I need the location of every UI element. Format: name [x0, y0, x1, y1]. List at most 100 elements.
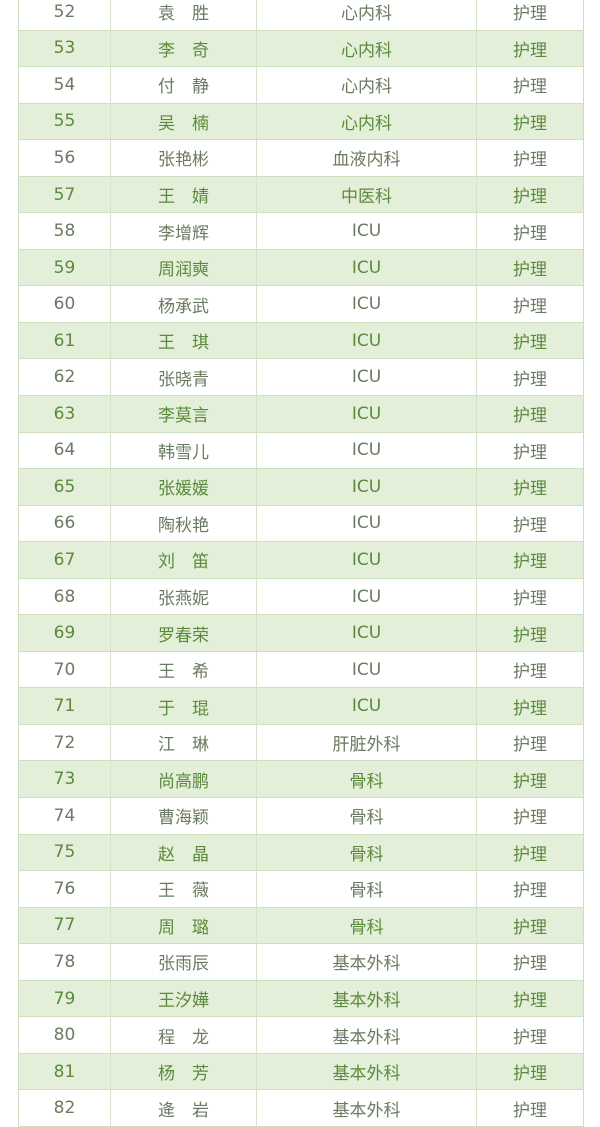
staff-name: 张媛媛 [111, 469, 257, 505]
role: 护理 [513, 552, 547, 573]
department: 肝脏外科 [257, 724, 477, 761]
department: ICU [257, 615, 477, 651]
table-row: 58 李增辉 ICU 护理 [19, 213, 583, 250]
role: 护理 [513, 296, 547, 317]
row-number: 73 [19, 761, 111, 798]
department: 心内科 [257, 67, 477, 103]
table-row: 75 赵 晶骨科 护理 [19, 834, 583, 872]
department: 基本外科 [257, 944, 477, 980]
department: ICU [257, 469, 477, 505]
department: 骨科 [257, 798, 477, 834]
staff-name: 张艳彬 [111, 140, 257, 176]
row-number: 82 [19, 1090, 111, 1126]
staff-name: 韩雪儿 [111, 432, 257, 469]
row-number: 55 [19, 103, 111, 140]
staff-name: 杨承武 [111, 286, 257, 322]
row-number: 75 [19, 834, 111, 871]
role: 护理 [513, 917, 547, 938]
staff-name: 程 龙 [111, 1017, 257, 1053]
staff-name: 李 奇 [111, 30, 257, 67]
row-number: 59 [19, 249, 111, 286]
department: 基本外科 [257, 1053, 477, 1090]
table-row: 66 陶秋艳 ICU 护理 [19, 505, 583, 543]
table-row: 55 吴 楠心内科 护理 [19, 103, 583, 141]
role: 护理 [513, 1100, 547, 1121]
table-row: 79 王汐嬅 基本外科 护理 [19, 980, 583, 1018]
staff-name: 于 琨 [111, 688, 257, 724]
department: 骨科 [257, 871, 477, 907]
row-number: 71 [19, 688, 111, 724]
department: ICU [257, 213, 477, 249]
department: ICU [257, 651, 477, 688]
staff-name: 刘 笛 [111, 542, 257, 578]
department: 心内科 [257, 0, 477, 30]
row-number: 80 [19, 1017, 111, 1053]
role: 护理 [513, 40, 547, 61]
staff-name: 周润奭 [111, 249, 257, 286]
staff-name: 杨 芳 [111, 1053, 257, 1090]
table-row: 77 周 璐骨科 护理 [19, 907, 583, 945]
department: ICU [257, 322, 477, 359]
row-number: 64 [19, 432, 111, 469]
department: ICU [257, 688, 477, 724]
department: 骨科 [257, 834, 477, 871]
staff-name: 尚高鹏 [111, 761, 257, 798]
table-row: 56 张艳彬 血液内科 护理 [19, 140, 583, 177]
row-number: 66 [19, 505, 111, 542]
department: ICU [257, 505, 477, 542]
role: 护理 [513, 406, 547, 427]
department: 心内科 [257, 103, 477, 140]
role: 护理 [513, 187, 547, 207]
row-number: 76 [19, 871, 111, 907]
table-row: 72 江 琳肝脏外科 护理 [19, 724, 583, 762]
table-row: 81 杨 芳基本外科 护理 [19, 1053, 583, 1091]
table-row: 63 李莫言 ICU 护理 [19, 396, 583, 433]
row-number: 57 [19, 176, 111, 213]
table-row: 69 罗春荣 ICU 护理 [19, 615, 583, 652]
row-number: 58 [19, 213, 111, 249]
row-number: 65 [19, 469, 111, 505]
role: 护理 [513, 771, 547, 792]
role: 护理 [513, 442, 547, 463]
role: 护理 [513, 698, 547, 719]
row-number: 74 [19, 798, 111, 834]
role: 护理 [513, 369, 547, 390]
role: 护理 [513, 991, 547, 1012]
staff-name: 逄 岩 [111, 1090, 257, 1126]
department: 基本外科 [257, 1017, 477, 1053]
row-number: 56 [19, 140, 111, 176]
staff-name: 王 琪 [111, 322, 257, 359]
department: 中医科 [257, 176, 477, 213]
table-row: 70 王 希 ICU 护理 [19, 651, 583, 689]
department: 血液内科 [257, 140, 477, 176]
department: 基本外科 [257, 980, 477, 1017]
staff-name: 王 婧 [111, 176, 257, 213]
department: ICU [257, 578, 477, 615]
table-row: 64 韩雪儿 ICU 护理 [19, 432, 583, 470]
role: 护理 [513, 844, 547, 865]
table-row: 54 付 静心内科 护理 [19, 67, 583, 104]
staff-name: 曹海颖 [111, 798, 257, 834]
role: 护理 [513, 1027, 547, 1048]
staff-name: 张晓青 [111, 359, 257, 396]
department: 基本外科 [257, 1090, 477, 1126]
staff-name: 王 薇 [111, 871, 257, 907]
table-row: 59 周润奭 ICU 护理 [19, 249, 583, 287]
table-row: 68 张燕妮 ICU 护理 [19, 578, 583, 616]
role: 护理 [513, 77, 547, 98]
role: 护理 [513, 113, 547, 134]
table-row: 57 王 婧中医科 护理 [19, 176, 583, 214]
department: ICU [257, 286, 477, 322]
table-row: 65 张媛媛 ICU 护理 [19, 469, 583, 506]
row-number: 79 [19, 980, 111, 1017]
department: ICU [257, 249, 477, 286]
table-row: 62 张晓青 ICU 护理 [19, 359, 583, 397]
department: ICU [257, 359, 477, 396]
table-row: 78 张雨辰 基本外科 护理 [19, 944, 583, 981]
table-row: 74 曹海颖 骨科 护理 [19, 798, 583, 835]
staff-name: 李增辉 [111, 213, 257, 249]
row-number: 77 [19, 907, 111, 944]
table-row: 61 王 琪 ICU 护理 [19, 322, 583, 360]
row-number: 69 [19, 615, 111, 651]
role: 护理 [513, 808, 547, 829]
